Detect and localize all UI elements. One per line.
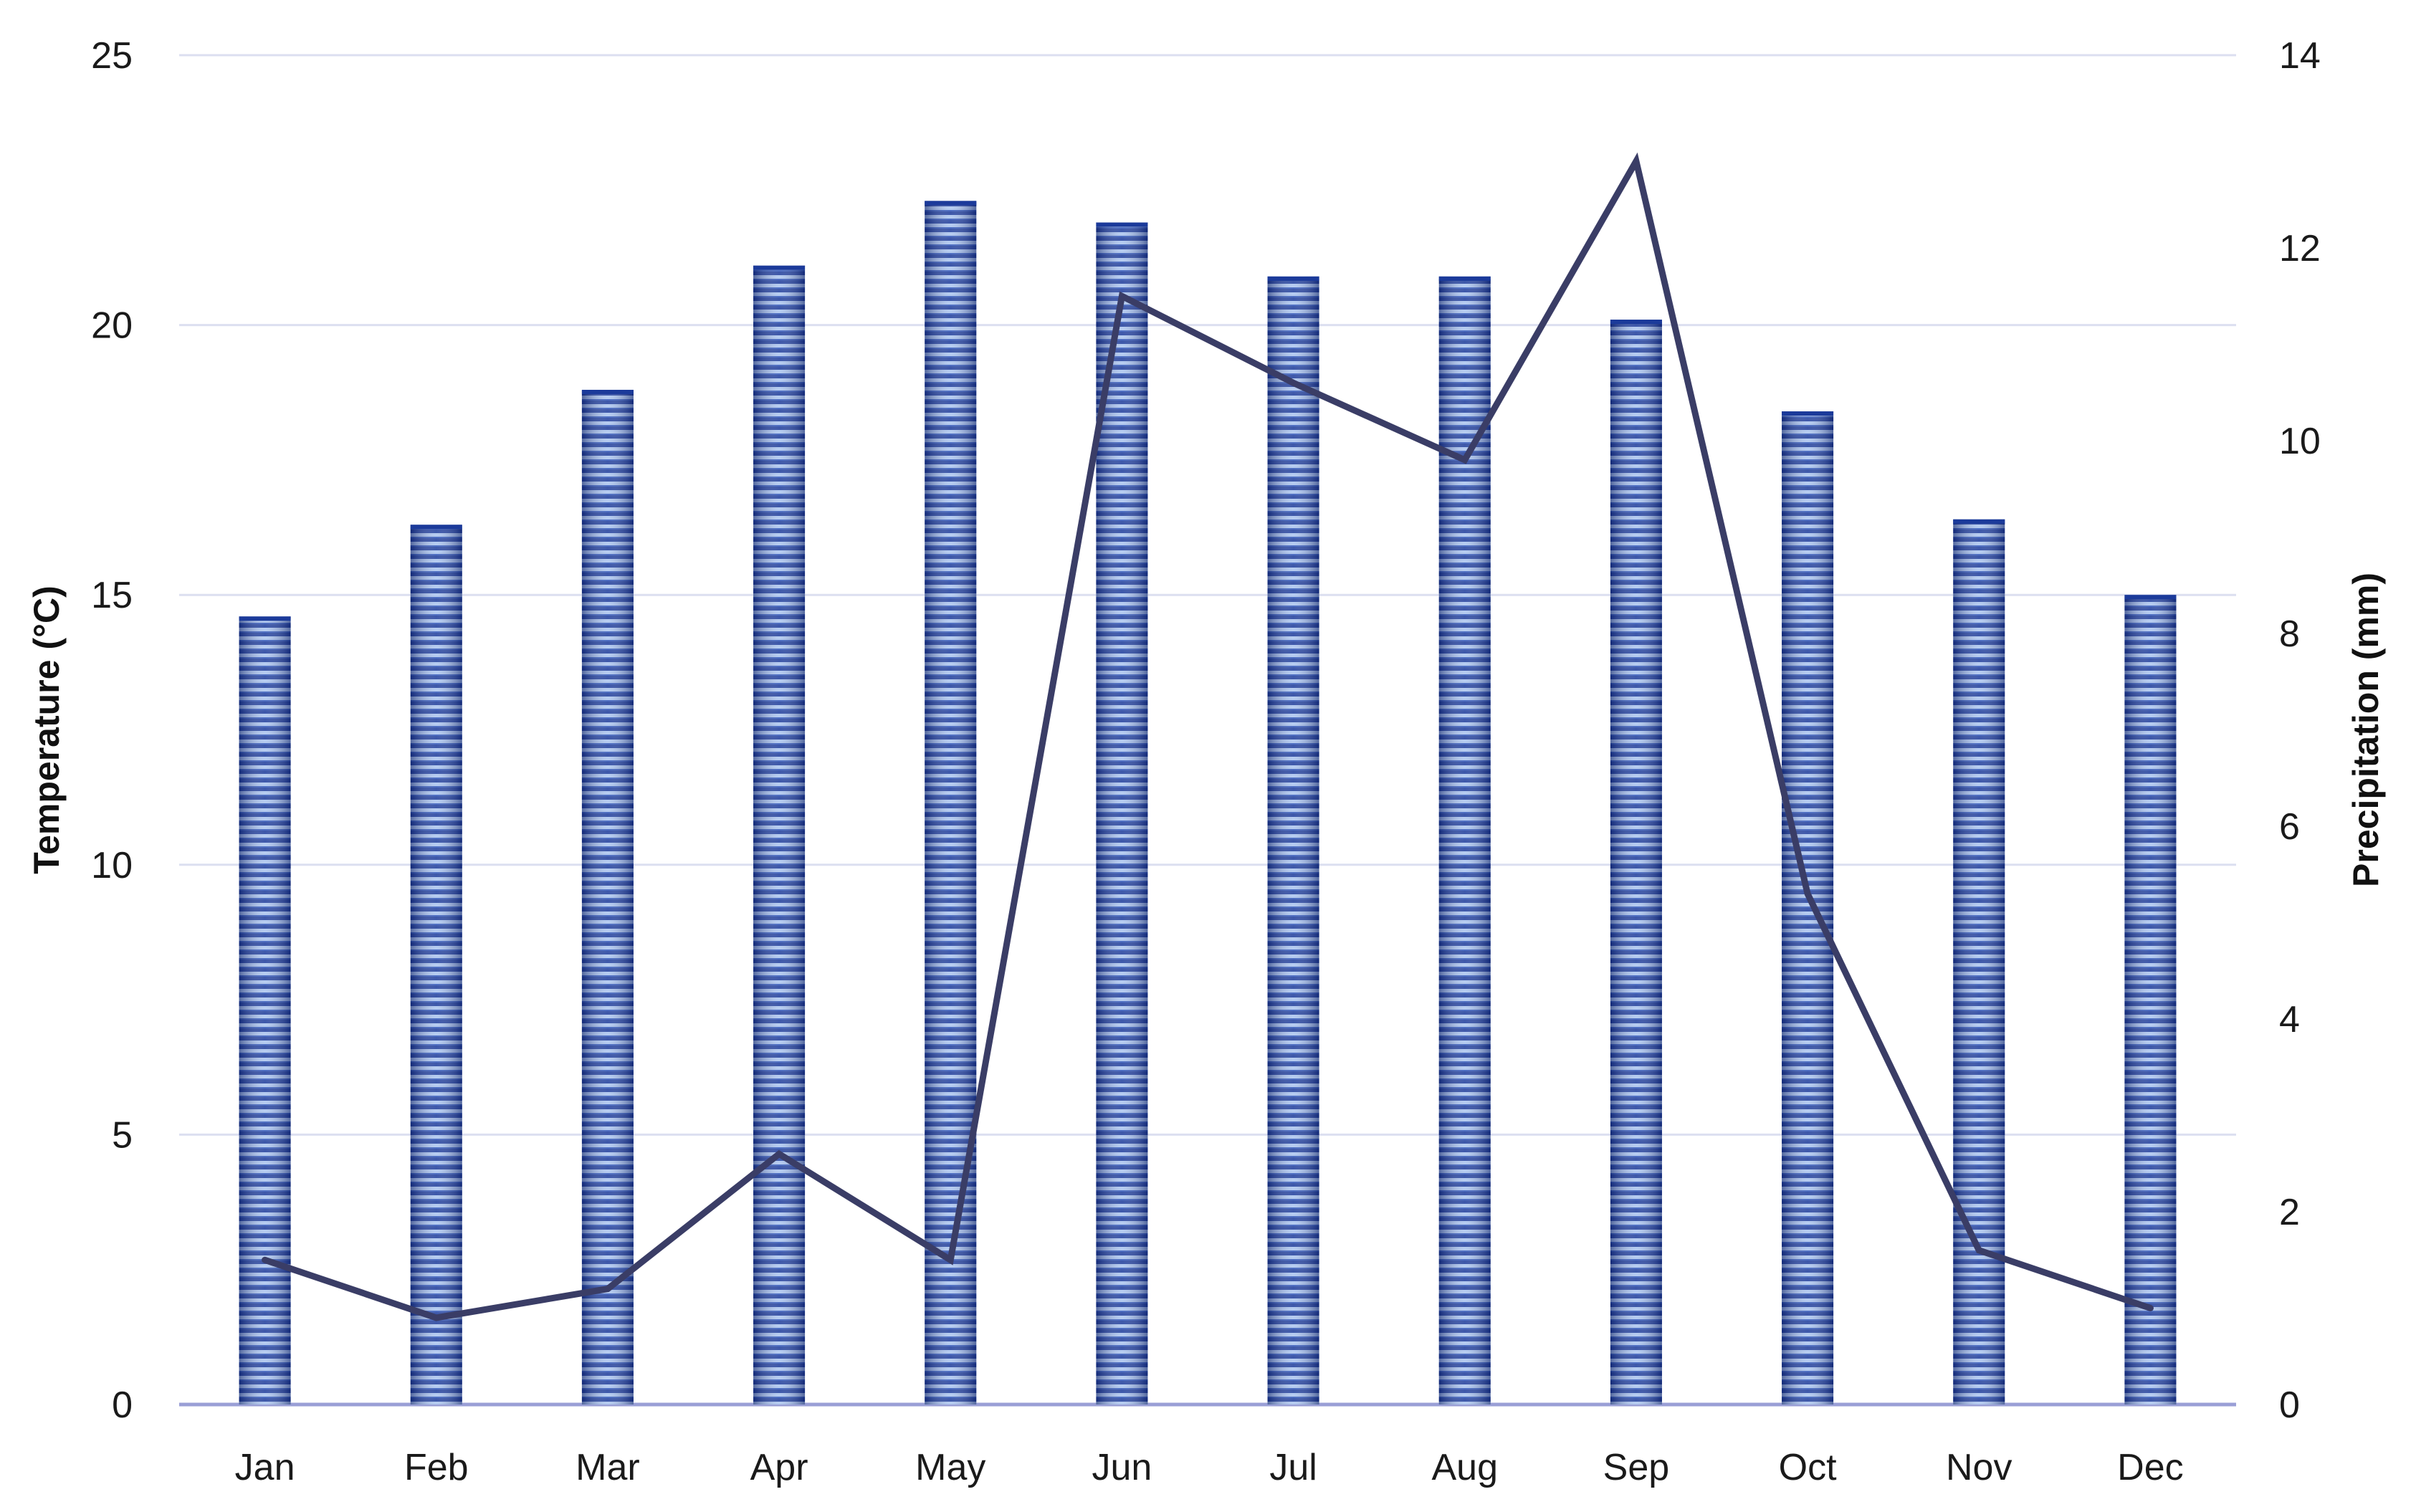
bar-nov [1953,519,2005,1405]
x-tick-label-nov: Nov [1946,1447,2012,1488]
precipitation-point-mar [606,1288,608,1290]
bar-cap [753,265,806,270]
bar-shade [1438,276,1491,1405]
x-tick-label-jun: Jun [1092,1447,1152,1488]
x-tick-label-jul: Jul [1269,1447,1317,1488]
bar-cap [239,616,291,621]
precipitation-point-jan [264,1259,266,1261]
precipitation-polyline [262,152,2154,1321]
precipitation-point-jul [1292,382,1294,384]
precipitation-point-apr [778,1153,780,1155]
x-tick-label-aug: Aug [1431,1447,1498,1488]
bar-cap [1953,519,2005,524]
x-tick-label-sep: Sep [1603,1447,1670,1488]
x-tick-label-may: May [915,1447,985,1488]
x-tick-label-jan: Jan [235,1447,295,1488]
left-tick-label: 15 [91,575,133,616]
grid-lines [179,54,2236,1407]
precipitation-point-nov [1978,1249,1980,1251]
precipitation-point-feb [435,1316,437,1319]
right-tick-label: 14 [2279,35,2321,77]
right-tick-label: 0 [2279,1384,2300,1426]
bar-shade [753,265,806,1405]
bar-jul [1267,276,1319,1405]
right-tick-label: 12 [2279,228,2321,269]
x-tick-label-mar: Mar [576,1447,640,1488]
bar-shade [2124,595,2177,1405]
bar-cap [1610,320,1662,325]
bar-shade [410,525,462,1405]
bar-cap [925,201,977,206]
bar-oct [1782,411,1834,1405]
bar-mar [581,389,634,1405]
precipitation-line [262,152,2154,1321]
bar-cap [1096,222,1148,227]
x-tick-label-dec: Dec [2117,1447,2183,1488]
left-tick-label: 0 [112,1384,133,1426]
bar-cap [410,525,462,530]
left-axis-title: Temperature (°C) [27,585,67,874]
right-axis-ticks: 0 2 4 6 8 10 12 14 [2279,35,2321,1426]
bar-shade [581,389,634,1405]
left-axis-ticks: 0 5 10 15 20 25 [91,35,133,1426]
left-tick-label: 10 [91,845,133,886]
bar-shade [239,616,291,1405]
bar-cap [1438,276,1491,281]
bar-apr [753,265,806,1405]
precipitation-point-oct [1807,893,1809,895]
bar-may [925,201,977,1405]
left-tick-label: 25 [91,35,133,77]
bar-jun [1096,222,1148,1405]
left-tick-label: 20 [91,305,133,347]
right-tick-label: 10 [2279,421,2321,462]
x-tick-label-oct: Oct [1779,1447,1837,1488]
temperature-bars [239,201,2177,1405]
bar-cap [1782,411,1834,416]
right-tick-label: 2 [2279,1192,2300,1233]
x-tick-label-apr: Apr [750,1447,808,1488]
x-tick-label-feb: Feb [404,1447,469,1488]
precipitation-point-jun [1121,295,1123,297]
precipitation-point-sep [1635,160,1637,162]
precipitation-point-dec [2149,1307,2152,1309]
precipitation-point-may [950,1259,952,1261]
right-axis-title: Precipitation (mm) [2346,573,2386,887]
bar-shade [1782,411,1834,1405]
bar-sep [1610,320,1662,1405]
bar-feb [410,525,462,1405]
right-tick-label: 8 [2279,613,2300,655]
bar-cap [581,389,634,394]
right-tick-label: 4 [2279,999,2300,1040]
x-axis-ticks: Jan Feb Mar Apr May Jun Jul Aug Sep Oct Nov Dec [235,1447,2184,1488]
bar-cap [2124,595,2177,600]
bar-aug [1438,276,1491,1405]
bar-shade [1096,222,1148,1405]
precipitation-point-aug [1464,459,1466,461]
left-tick-label: 5 [112,1114,133,1156]
bar-cap [1267,276,1319,281]
bar-shade [1610,320,1662,1405]
bar-dec [2124,595,2177,1405]
bar-shade [1267,276,1319,1405]
bar-shade [925,201,977,1405]
right-tick-label: 6 [2279,806,2300,848]
bar-jan [239,616,291,1405]
bar-shade [1953,519,2005,1405]
